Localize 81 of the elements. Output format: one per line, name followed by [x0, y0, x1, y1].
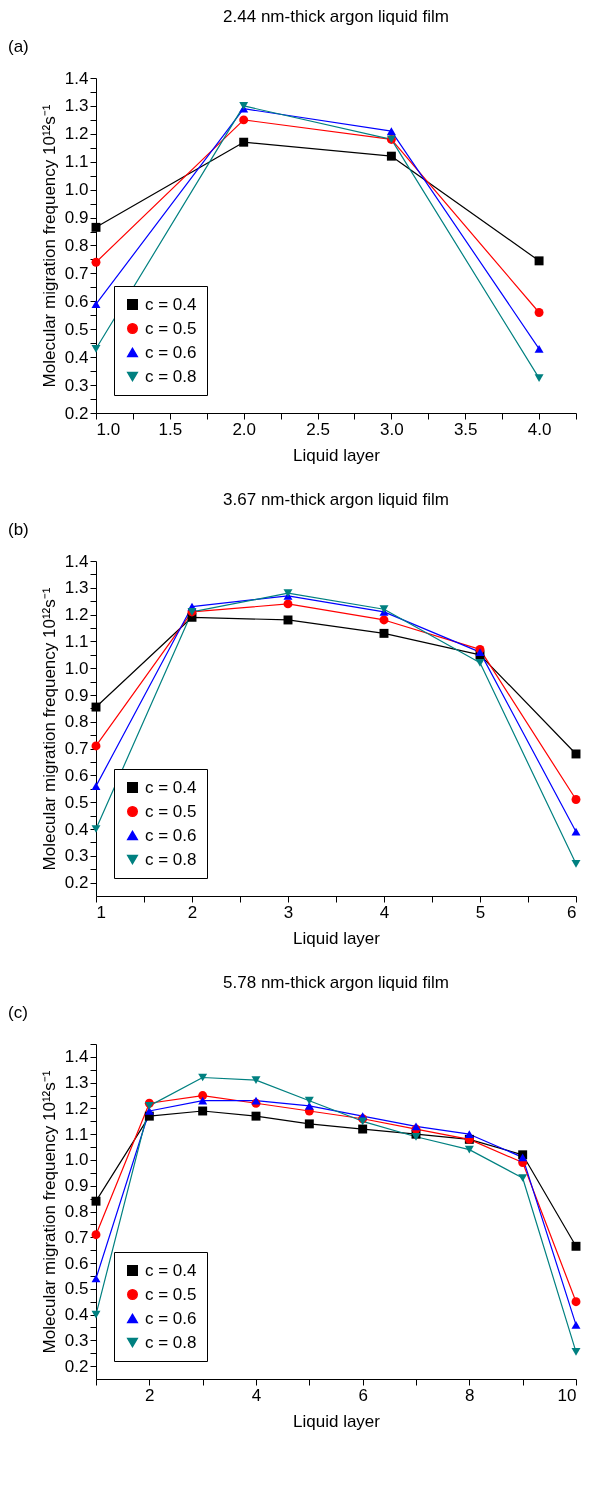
x-tick-label: 1.5 [158, 419, 183, 439]
y-tick-label: 0.8 [64, 1202, 89, 1221]
y-axis-title: Molecular migration frequency 10¹²s⁻¹ [39, 1070, 59, 1354]
y-tick-label: 1.2 [64, 605, 89, 625]
legend-label: c = 0.6 [145, 1308, 197, 1328]
x-tick-label: 8 [465, 1385, 475, 1405]
x-tick-label: 3 [283, 902, 294, 922]
y-tick-label: 0.5 [64, 1279, 89, 1299]
y-tick-label: 0.8 [64, 236, 89, 255]
y-tick-label: 1.0 [64, 658, 89, 678]
y-axis-title: Molecular migration frequency 10¹²s⁻¹ [39, 587, 59, 871]
x-tick-label: 2.5 [306, 419, 330, 439]
x-tick-label: 3.0 [380, 419, 404, 439]
x-tick-label: 4 [251, 1385, 262, 1405]
y-tick-label: 0.3 [64, 1330, 89, 1350]
x-tick-label: 10 [557, 1385, 577, 1405]
chart-title: 5.78 nm-thick argon liquid film [223, 973, 449, 992]
y-tick-label: 0.7 [64, 263, 89, 283]
x-tick-label: 6 [567, 902, 577, 922]
y-tick-label: 0.9 [64, 208, 89, 228]
y-axis-title: Molecular migration frequency 10¹²s⁻¹ [39, 104, 59, 388]
legend-label: c = 0.4 [145, 777, 197, 797]
y-tick-label: 0.2 [64, 873, 89, 893]
legend-label: c = 0.6 [145, 342, 197, 362]
x-axis-title: Liquid layer [293, 1411, 381, 1431]
x-tick-label: 1 [96, 902, 106, 922]
x-tick-label: 6 [358, 1385, 368, 1405]
y-tick-label: 0.8 [64, 712, 89, 732]
y-tick-label: 0.3 [64, 375, 89, 395]
y-tick-label: 0.4 [64, 1305, 89, 1325]
x-tick-label: 1.0 [96, 419, 121, 439]
chart-title: 3.67 nm-thick argon liquid film [223, 490, 449, 509]
y-tick-label: 1.4 [64, 1047, 89, 1067]
x-tick-label: 5 [475, 902, 486, 922]
y-tick-label: 0.4 [64, 347, 89, 367]
x-axis-title: Liquid layer [293, 928, 381, 948]
y-tick-label: 1.4 [64, 68, 89, 88]
x-tick-label: 4 [379, 902, 390, 922]
y-tick-label: 0.6 [64, 765, 89, 785]
y-tick-label: 1.1 [64, 631, 89, 651]
x-tick-label: 4.0 [527, 419, 552, 439]
y-tick-label: 0.2 [64, 1356, 89, 1376]
x-axis-title: Liquid layer [293, 445, 381, 465]
legend-label: c = 0.8 [145, 1332, 197, 1352]
legend-label: c = 0.5 [145, 801, 197, 821]
y-tick-label: 1.1 [64, 152, 89, 172]
y-tick-label: 0.5 [64, 319, 89, 339]
y-tick-label: 1.2 [64, 1098, 89, 1118]
legend-label: c = 0.5 [145, 318, 197, 338]
y-tick-label: 1.1 [64, 1124, 89, 1144]
y-tick-label: 0.6 [64, 1253, 89, 1273]
y-tick-label: 1.3 [64, 1073, 89, 1093]
x-tick-label: 2 [145, 1385, 155, 1405]
y-tick-label: 0.5 [64, 792, 89, 812]
text: (c) [8, 1003, 28, 1022]
chart-title: 2.44 nm-thick argon liquid film [223, 7, 449, 26]
y-tick-label: 1.0 [64, 1150, 89, 1170]
legend-label: c = 0.8 [145, 366, 197, 386]
y-tick-label: 1.4 [64, 551, 89, 571]
y-tick-label: 0.9 [64, 685, 89, 705]
legend-label: c = 0.8 [145, 849, 197, 869]
x-tick-label: 2 [187, 902, 198, 922]
y-tick-label: 0.9 [64, 1176, 89, 1196]
legend-label: c = 0.6 [145, 825, 197, 845]
legend-label: c = 0.5 [145, 1284, 197, 1304]
x-tick-label: 2.0 [232, 419, 257, 439]
y-tick-label: 1.3 [64, 578, 89, 598]
y-tick-label: 0.2 [64, 403, 89, 423]
x-tick-label: 3.5 [453, 419, 478, 439]
y-tick-label: 0.7 [64, 739, 89, 759]
y-tick-label: 0.3 [64, 846, 89, 866]
text: (a) [8, 37, 29, 56]
legend-label: c = 0.4 [145, 1260, 197, 1280]
y-tick-label: 1.3 [64, 96, 89, 116]
legend-label: c = 0.4 [145, 294, 197, 314]
y-tick-label: 1.2 [64, 124, 89, 144]
y-tick-label: 0.4 [64, 819, 89, 839]
y-tick-label: 0.7 [64, 1227, 89, 1247]
y-tick-label: 0.6 [64, 291, 89, 311]
text: (b) [8, 520, 29, 539]
y-tick-label: 1.0 [64, 180, 89, 200]
